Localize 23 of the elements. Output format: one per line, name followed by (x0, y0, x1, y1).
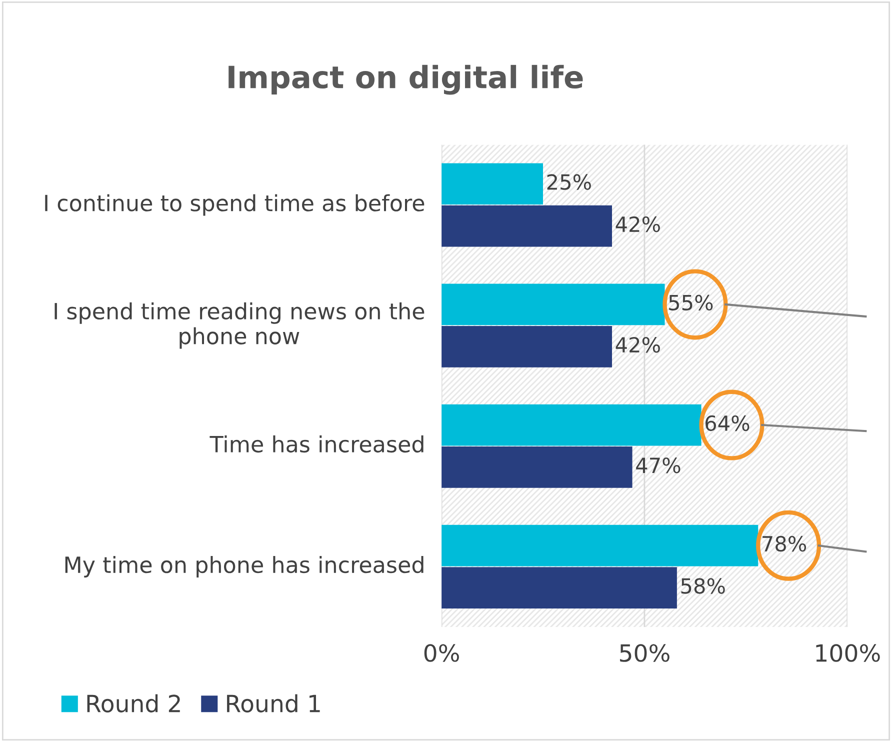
x-tick-label: 50% (620, 644, 670, 662)
bar (442, 326, 612, 368)
chart-title: Impact on digital life (228, 64, 583, 95)
y-tick-label: My time on phone has increased (65, 556, 424, 578)
data-label: 78% (762, 536, 806, 552)
data-label: 55% (669, 294, 713, 310)
bar (442, 163, 544, 205)
x-tick-label: 0% (424, 644, 459, 662)
y-tick-label: I spend time reading news on the phone now (54, 302, 424, 349)
y-tick-label: Time has increased (210, 435, 424, 453)
x-tick-label: 100% (816, 644, 880, 662)
legend-label: Round 1 (227, 694, 320, 712)
data-label: 25% (547, 174, 591, 190)
y-tick-label: I continue to spend time as before (45, 194, 424, 216)
legend-label: Round 2 (87, 694, 180, 712)
bar (442, 567, 677, 608)
data-label: 58% (681, 578, 725, 594)
bar (442, 205, 612, 247)
data-label: 42% (616, 336, 660, 353)
bar (442, 446, 632, 488)
data-label: 47% (636, 458, 680, 474)
data-label: 64% (706, 415, 750, 432)
data-label: 42% (616, 216, 660, 232)
